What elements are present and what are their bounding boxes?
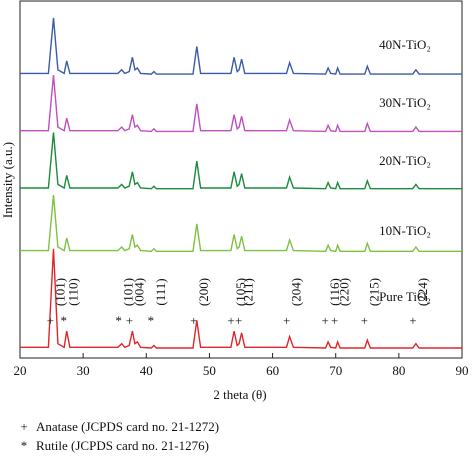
x-tick-label: 40 bbox=[140, 363, 153, 378]
note-marker: + bbox=[20, 419, 27, 434]
note-text: Anatase (JCPDS card no. 21-1272) bbox=[36, 419, 219, 434]
series-line bbox=[20, 248, 462, 349]
peak-marker: + bbox=[227, 313, 234, 328]
note-text: Rutile (JCPDS card no. 21-1276) bbox=[36, 438, 209, 453]
series-label: 30N-TiO₂ bbox=[379, 95, 431, 110]
series-line bbox=[20, 195, 462, 253]
peak-label: (215) bbox=[366, 278, 381, 306]
peak-label: (101) bbox=[52, 278, 67, 306]
peak-label: (224) bbox=[415, 278, 430, 306]
x-tick-label: 50 bbox=[203, 363, 216, 378]
peak-label: (204) bbox=[289, 278, 304, 306]
x-tick-label: 90 bbox=[456, 363, 469, 378]
peak-marker: + bbox=[409, 313, 416, 328]
series-line bbox=[20, 132, 462, 190]
x-tick-label: 80 bbox=[392, 363, 405, 378]
series-label: 10N-TiO₂ bbox=[379, 223, 431, 238]
peak-label: (111) bbox=[153, 278, 168, 305]
x-axis-label: 2 theta (θ) bbox=[213, 387, 266, 402]
peak-label: (200) bbox=[196, 278, 211, 306]
peak-label: (105) bbox=[233, 278, 248, 306]
peak-marker: * bbox=[148, 313, 155, 328]
peak-marker: + bbox=[235, 313, 242, 328]
peak-label: (220) bbox=[337, 278, 352, 306]
peak-marker: + bbox=[190, 313, 197, 328]
peak-marker: + bbox=[361, 313, 368, 328]
series-line bbox=[20, 17, 462, 75]
peak-label: (116) bbox=[327, 278, 342, 306]
x-tick-label: 20 bbox=[14, 363, 27, 378]
note-marker: * bbox=[21, 438, 28, 453]
peak-marker: + bbox=[331, 313, 338, 328]
x-tick-label: 70 bbox=[329, 363, 342, 378]
peak-marker: + bbox=[283, 313, 290, 328]
plot-frame bbox=[19, 0, 463, 359]
peak-marker: + bbox=[47, 313, 54, 328]
x-tick-label: 60 bbox=[266, 363, 279, 378]
peak-marker: * bbox=[115, 313, 122, 328]
peak-label: (110) bbox=[66, 278, 81, 306]
series-label: 40N-TiO₂ bbox=[379, 37, 431, 52]
series-line bbox=[20, 75, 462, 133]
series-label: Pure TiO₂ bbox=[379, 289, 431, 304]
series-label: 20N-TiO₂ bbox=[379, 153, 431, 168]
peak-marker: + bbox=[321, 313, 328, 328]
y-axis-label: Intensity (a.u.) bbox=[0, 142, 15, 218]
peak-marker: * bbox=[60, 313, 67, 328]
peak-label: (004) bbox=[131, 278, 146, 306]
peak-label: (211) bbox=[241, 278, 256, 306]
peak-label: (101) bbox=[121, 278, 136, 306]
peak-marker: + bbox=[126, 313, 133, 328]
x-tick-label: 30 bbox=[77, 363, 90, 378]
